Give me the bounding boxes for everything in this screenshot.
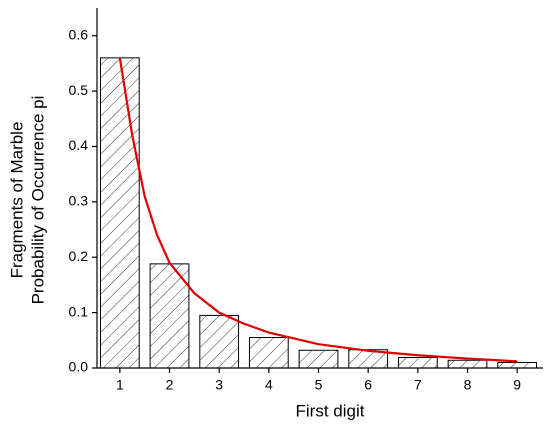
x-tick-label: 4 <box>265 377 273 393</box>
x-tick-label: 3 <box>215 377 223 393</box>
x-tick-label: 6 <box>364 377 372 393</box>
bar <box>199 314 240 369</box>
x-tick-label: 8 <box>464 377 472 393</box>
y-axis-label: Fragments of Marble <box>7 122 26 279</box>
x-tick-label: 9 <box>513 377 521 393</box>
x-tick-label: 1 <box>116 377 124 393</box>
bar <box>149 263 190 369</box>
y-tick-label: 0.2 <box>69 248 89 264</box>
y-tick-label: 0.1 <box>69 303 89 319</box>
bar <box>248 337 289 369</box>
bar <box>99 57 140 369</box>
x-axis-label: First digit <box>296 401 365 420</box>
x-tick-label: 7 <box>414 377 422 393</box>
y-tick-label: 0.0 <box>69 359 89 375</box>
bar <box>397 356 438 369</box>
y-tick-label: 0.3 <box>69 193 89 209</box>
bar <box>497 361 538 369</box>
fit-line <box>118 57 518 363</box>
y-tick-label: 0.5 <box>69 82 89 98</box>
bar <box>447 359 488 369</box>
bar <box>298 349 339 369</box>
y-axis-label: Probability of Occurrence pi <box>28 96 47 305</box>
y-tick-label: 0.6 <box>69 26 89 42</box>
x-tick-label: 2 <box>166 377 174 393</box>
y-tick-label: 0.4 <box>69 137 89 153</box>
x-tick-label: 5 <box>315 377 323 393</box>
